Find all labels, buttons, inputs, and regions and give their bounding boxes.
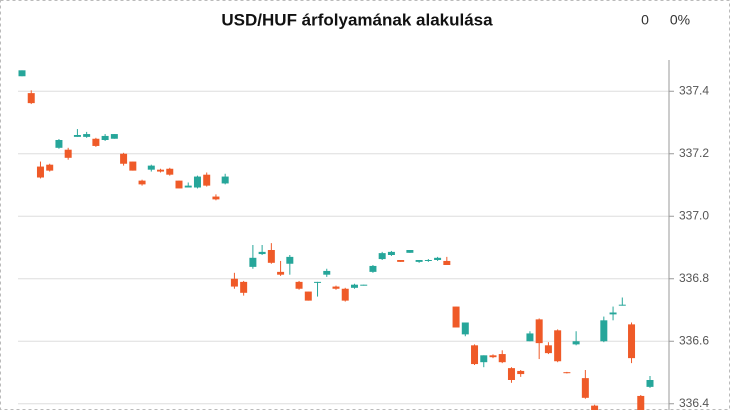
candle-body [544,345,552,354]
summary-change: 0 [641,12,649,28]
candle-body [378,253,386,260]
candle-body [304,291,312,301]
candle-body [18,70,26,77]
summary-percent: 0% [670,12,690,28]
y-tick-label: 337.0 [679,208,709,222]
candle-body [517,370,525,375]
candle-body [424,260,432,261]
candle-body [415,260,423,262]
y-tick-label: 336.4 [679,396,709,410]
y-tick-label: 336.6 [679,333,709,347]
candle-body [397,260,405,262]
candle-body [147,165,155,170]
candle-body [230,278,238,287]
candle-body [461,322,469,335]
candle-body [406,250,414,253]
candle-body [489,355,497,358]
candle-body [175,180,183,189]
y-tick-label: 337.2 [679,146,709,160]
candle-body [480,355,488,363]
grid: 336.4 336.6 336.8 337.0 337.2 337.4 [18,83,709,410]
candle-body [387,251,395,255]
candle-body [286,256,294,264]
candle-body [535,319,543,344]
candle-body [46,164,54,171]
candle-body [471,345,479,365]
candle-body [360,284,368,286]
candle-body [55,140,63,148]
candle-body [277,271,285,275]
candle-body [203,174,211,186]
candle-body [221,176,229,184]
candle-body [581,378,589,398]
candle-body [212,196,220,200]
candle-body [498,354,506,363]
candle-body [434,257,442,260]
candle-body [646,380,654,387]
candle-body [267,250,275,263]
candle-body [628,324,636,359]
y-tick-label: 337.4 [679,83,709,97]
candle-body [452,306,460,328]
candle-body [240,281,248,293]
candles [18,70,654,410]
candle-body [323,270,331,275]
candle-body [507,368,515,380]
candle-body [637,395,645,410]
y-tick-label: 336.8 [679,271,709,285]
candle-body [554,330,562,362]
candle-body [27,93,35,104]
chart-title: USD/HUF árfolyamának alakulása [221,10,493,29]
candle-body [101,135,109,140]
candle-body [193,176,201,188]
candle-body [332,286,340,289]
candle-body [572,341,580,345]
candle-body [120,153,128,164]
candle-body [618,304,626,306]
candle-body [350,284,358,288]
candle-body [609,312,617,315]
candle-body [443,260,451,265]
candle-body [314,281,322,283]
candle-body [258,251,266,255]
candle-body [157,169,165,172]
candle-body [184,185,192,188]
candle-body [591,405,599,410]
candle-body [295,281,303,289]
candle-body [36,166,44,178]
candle-body [138,180,146,185]
candle-body [64,149,72,158]
candle-body [129,161,137,171]
candle-body [73,135,81,137]
candle-body [166,168,174,175]
candle-body [600,320,608,342]
candle-body [249,257,257,267]
candle-body [341,288,349,301]
candle-body [110,134,118,139]
candle-body [563,372,571,374]
candle-body [92,138,100,146]
candle-body [369,265,377,272]
candle-body [83,134,91,137]
candle-body [526,333,534,342]
